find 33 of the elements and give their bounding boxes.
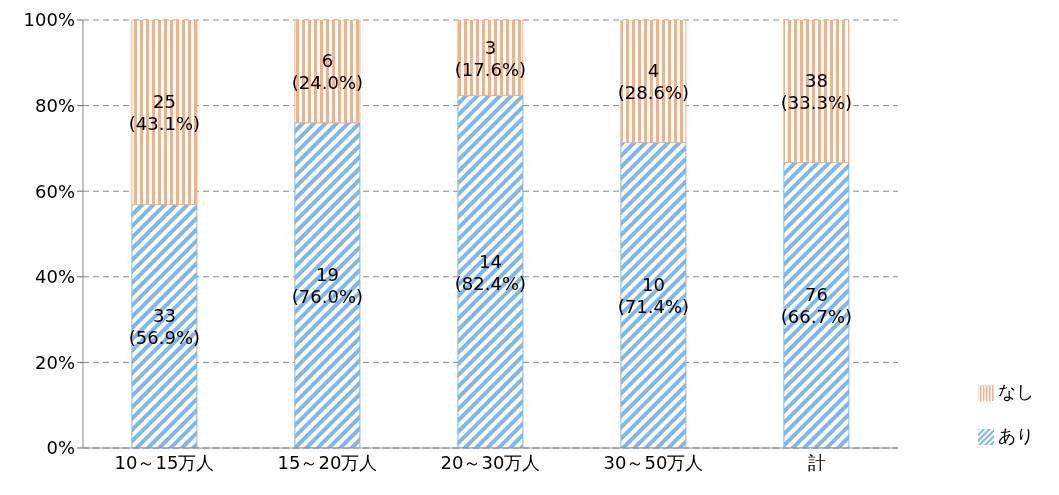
bar [783, 20, 850, 164]
bar [131, 203, 198, 448]
y-tick-label: 80% [34, 94, 75, 116]
x-tick-label: 20～30万人 [440, 451, 541, 473]
bar [294, 20, 361, 124]
bar [131, 20, 198, 205]
y-tick-label: 40% [34, 266, 75, 288]
data-label: 33 (56.9%) [128, 304, 201, 348]
bar [457, 20, 524, 96]
bar [620, 141, 687, 448]
data-label: 25 (43.1%) [128, 90, 201, 134]
data-label: 3 (17.6%) [454, 36, 527, 80]
data-label: 10 (71.4%) [617, 273, 690, 317]
x-tick-label: 30～50万人 [603, 451, 704, 473]
bar [620, 20, 687, 143]
bar [457, 94, 524, 448]
data-label: 19 (76.0%) [291, 263, 364, 307]
x-tick-label: 15～20万人 [277, 451, 378, 473]
legend-label: あり [998, 425, 1034, 446]
y-tick-label: 20% [34, 351, 75, 373]
x-tick-label: 10～15万人 [114, 451, 215, 473]
data-label: 76 (66.7%) [780, 283, 853, 327]
legend-label: なし [998, 381, 1034, 402]
data-label: 4 (28.6%) [617, 59, 690, 103]
y-tick-label: 0% [46, 437, 75, 459]
y-tick-label: 60% [34, 180, 75, 202]
data-label: 6 (24.0%) [291, 49, 364, 93]
data-label: 38 (33.3%) [780, 69, 853, 113]
bar [783, 162, 850, 448]
bar [294, 122, 361, 448]
x-tick-label: 計 [807, 451, 826, 473]
y-tick-label: 100% [23, 9, 75, 31]
data-label: 14 (82.4%) [454, 250, 527, 294]
